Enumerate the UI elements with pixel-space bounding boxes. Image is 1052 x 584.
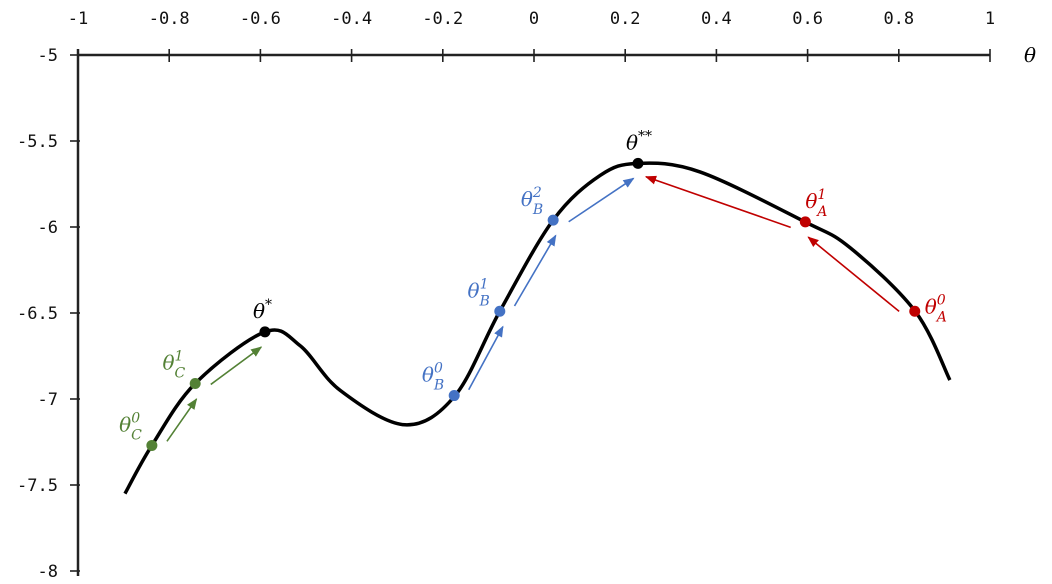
label-superscript: **	[638, 128, 652, 144]
label-symbol: θ	[805, 189, 817, 213]
point-label: θ1 C	[163, 349, 186, 382]
point-label: θ2 B	[521, 185, 543, 218]
label-symbol: θ	[163, 351, 175, 375]
y-tick-label: -6.5	[17, 304, 58, 324]
point-label: θ1 B	[468, 276, 490, 309]
y-tick-label: -7	[38, 390, 58, 410]
optimum-point	[632, 157, 644, 169]
point-label: θ0 B	[422, 361, 444, 394]
label-subscript: C	[174, 366, 185, 382]
label-symbol: θ	[521, 187, 533, 211]
label-subscript: C	[131, 427, 142, 443]
arrow-b	[468, 325, 504, 391]
x-tick-label: 0	[529, 9, 539, 29]
point-label: θ**	[626, 128, 652, 154]
x-tick-label: 0.8	[883, 9, 914, 29]
point-b0	[448, 390, 460, 402]
label-subscript: A	[935, 309, 947, 325]
label-superscript: 0	[131, 410, 140, 426]
point-label: θ0 A	[925, 292, 947, 325]
y-tick-label: -8	[38, 562, 58, 582]
label-symbol: θ	[925, 294, 937, 318]
label-symbol: θ	[626, 130, 638, 154]
x-tick-label: -1	[68, 9, 88, 29]
x-tick-label: 0.2	[610, 9, 641, 29]
x-tick-label: -0.6	[240, 9, 281, 29]
point-label: θ0 C	[119, 410, 142, 443]
label-superscript: 1	[480, 276, 489, 292]
point-label: θ1 A	[805, 187, 827, 220]
x-tick-label: 0.6	[792, 9, 823, 29]
point-c1	[189, 378, 201, 390]
point-a0	[909, 305, 921, 317]
point-label: θ*	[253, 297, 272, 323]
arrow-b	[513, 234, 557, 307]
objective-curve	[123, 161, 952, 495]
y-tick-label: -7.5	[17, 476, 58, 496]
label-symbol: θ	[468, 278, 480, 302]
update-arrows	[166, 175, 900, 442]
label-symbol: θ	[119, 412, 131, 436]
label-symbol: θ	[422, 363, 434, 387]
label-superscript: 1	[175, 349, 184, 365]
optimum-point	[259, 326, 271, 338]
point-c0	[146, 439, 158, 451]
arrow-a	[644, 175, 791, 229]
axes: -1 -0.8 -0.6 -0.4 -0.2 0 0.2 0.4 0.6 0.8 1 -5 -5.5 -6…	[17, 9, 995, 582]
arrow-c	[166, 398, 198, 442]
x-tick-label: -0.4	[331, 9, 372, 29]
label-subscript: B	[532, 202, 543, 218]
x-tick-label: -0.2	[422, 9, 463, 29]
y-tick-label: -5.5	[17, 132, 58, 152]
x-axis-label: θ	[1024, 43, 1036, 67]
label-subscript: B	[479, 293, 490, 309]
arrow-c	[210, 346, 263, 386]
point-b1	[494, 305, 506, 317]
point-a1	[799, 216, 811, 228]
x-tick-label: 0.4	[701, 9, 732, 29]
label-superscript: 0	[434, 361, 443, 377]
label-symbol: θ	[253, 299, 265, 323]
label-superscript: 1	[817, 187, 826, 203]
arrow-b	[568, 177, 635, 223]
arrow-a	[807, 236, 900, 313]
label-subscript: A	[815, 204, 827, 220]
y-tick-label: -5	[38, 46, 58, 66]
label-subscript: B	[433, 378, 444, 394]
label-superscript: 0	[937, 292, 946, 308]
y-tick-label: -6	[38, 218, 58, 238]
label-superscript: *	[265, 297, 272, 313]
point-b2	[547, 214, 559, 226]
x-tick-label: -0.8	[149, 9, 190, 29]
x-tick-label: 1	[985, 9, 995, 29]
label-superscript: 2	[532, 185, 542, 201]
